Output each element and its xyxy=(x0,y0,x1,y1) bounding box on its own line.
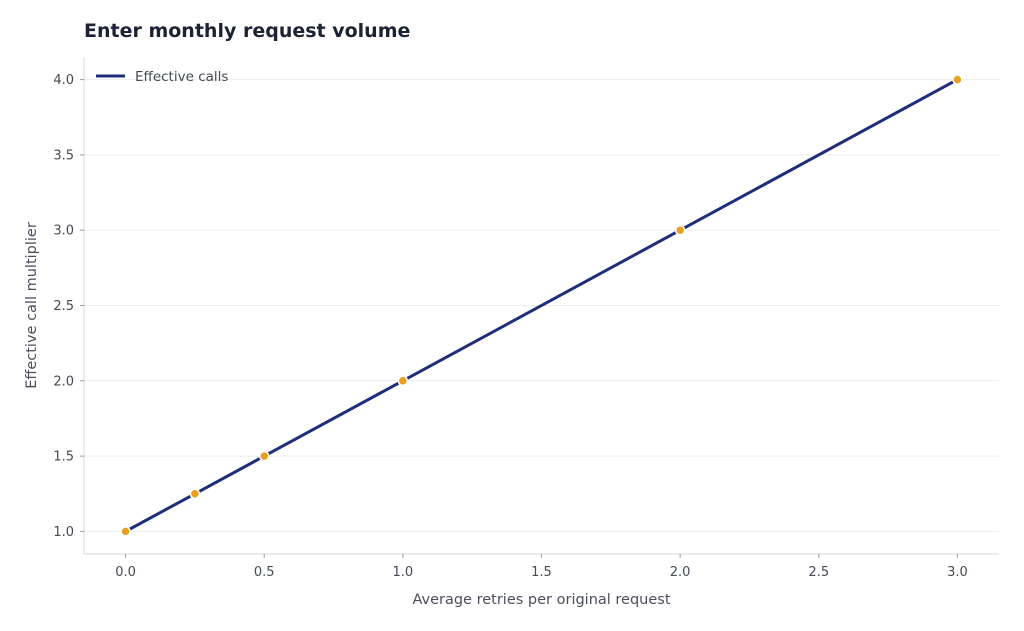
y-tick-label: 3.0 xyxy=(53,224,74,239)
series-line-effective-calls xyxy=(124,78,959,533)
data-point xyxy=(189,488,201,500)
y-axis-ticks: 1.0 1.5 2.0 2.5 3.0 3.5 4.0 xyxy=(53,73,84,540)
x-axis-label: Average retries per original request xyxy=(412,592,670,608)
y-axis-label: Effective call multiplier xyxy=(24,222,40,389)
x-tick-label: 3.0 xyxy=(947,565,968,580)
chart-title: Enter monthly request volume xyxy=(84,20,411,42)
y-tick-label: 2.0 xyxy=(53,374,74,389)
x-tick-label: 1.0 xyxy=(393,565,414,580)
legend: Effective calls xyxy=(96,69,228,85)
x-tick-label: 2.0 xyxy=(670,565,691,580)
y-tick-label: 4.0 xyxy=(53,73,74,88)
x-tick-label: 0.0 xyxy=(115,565,136,580)
y-tick-label: 1.5 xyxy=(53,450,74,465)
legend-label-effective-calls: Effective calls xyxy=(135,69,228,85)
series-layer xyxy=(120,74,963,537)
x-tick-label: 0.5 xyxy=(254,565,275,580)
x-tick-label: 1.5 xyxy=(531,565,552,580)
data-point xyxy=(258,450,270,462)
data-point xyxy=(952,74,963,85)
data-point xyxy=(120,526,131,537)
y-tick-label: 2.5 xyxy=(53,299,74,314)
y-tick-label: 1.0 xyxy=(53,525,74,540)
data-point xyxy=(674,224,686,236)
x-tick-label: 2.5 xyxy=(808,565,829,580)
x-axis-ticks: 0.0 0.5 1.0 1.5 2.0 2.5 3.0 xyxy=(115,554,968,580)
y-tick-label: 3.5 xyxy=(53,148,74,163)
data-point xyxy=(397,375,409,387)
